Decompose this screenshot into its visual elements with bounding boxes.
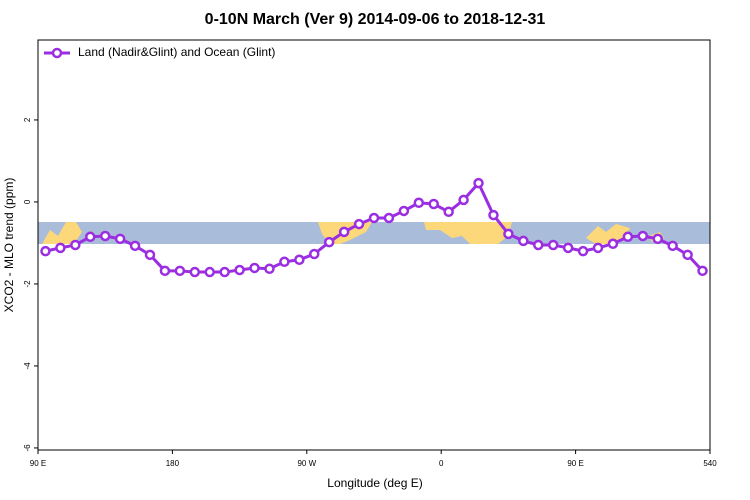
x-tick-label: 90 E: [567, 459, 583, 468]
land: [586, 224, 630, 244]
data-point: [338, 226, 350, 238]
data-point: [622, 231, 634, 243]
y-axis-label: XCO2 - MLO trend (ppm): [2, 178, 16, 313]
data-point: [503, 228, 514, 240]
ocean: [38, 222, 710, 244]
data-point: [682, 249, 693, 261]
data-point: [144, 249, 156, 261]
data-point: [652, 233, 663, 245]
data-point: [398, 205, 410, 217]
data-point: [443, 206, 454, 218]
data-point: [547, 239, 559, 251]
y-tick-label: 2: [23, 117, 32, 122]
x-tick-label: 90 E: [30, 459, 46, 468]
data-point: [607, 238, 619, 250]
data-point: [279, 256, 290, 268]
data-point: [219, 266, 230, 278]
data-point: [159, 265, 171, 277]
data-point: [637, 230, 649, 242]
x-tick-label: 0: [439, 459, 444, 468]
data-point: [592, 242, 604, 254]
data-point: [577, 245, 589, 257]
data-point: [353, 218, 365, 230]
data-point: [413, 197, 425, 209]
data-point: [264, 263, 275, 275]
x-tick-label: 90 W: [297, 459, 316, 468]
y-tick-label: -4: [23, 362, 32, 370]
data-point: [383, 212, 395, 224]
plot-frame: [37, 39, 711, 451]
data-point: [533, 239, 544, 251]
data-point: [85, 231, 96, 243]
data-point: [473, 177, 484, 189]
x-tick-label: 180: [166, 459, 180, 468]
data-point: [368, 212, 380, 224]
data-point: [458, 194, 469, 206]
data-point: [189, 266, 201, 278]
land: [424, 222, 512, 244]
y-tick-label: -2: [23, 280, 32, 288]
data-point: [518, 235, 529, 247]
data-point: [294, 254, 305, 266]
data-point: [204, 266, 215, 278]
data-point: [129, 240, 141, 252]
data-point: [99, 230, 111, 242]
data-point: [428, 198, 439, 210]
x-axis-label: Longitude (deg E): [327, 476, 422, 490]
legend-marker: [51, 47, 63, 59]
y-tick-label: -6: [23, 444, 32, 452]
data-point: [40, 245, 51, 257]
data-point: [697, 265, 708, 277]
chart-title: 0-10N March (Ver 9) 2014-09-06 to 2018-1…: [205, 11, 546, 28]
data-point: [488, 209, 499, 221]
data-point: [249, 262, 260, 274]
legend-label: Land (Nadir&Glint) and Ocean (Glint): [78, 45, 275, 59]
data-point: [667, 240, 678, 252]
data-point: [309, 248, 320, 260]
data-point: [70, 239, 81, 251]
data-point: [234, 264, 245, 276]
map-strip: [38, 222, 710, 244]
data-point: [114, 233, 126, 245]
data-point: [323, 236, 335, 248]
y-tick-label: 0: [23, 199, 32, 204]
x-tick-label: 540: [703, 459, 717, 468]
land: [42, 222, 82, 244]
data-point: [55, 242, 66, 254]
data-point: [562, 242, 574, 254]
data-point: [174, 265, 186, 277]
